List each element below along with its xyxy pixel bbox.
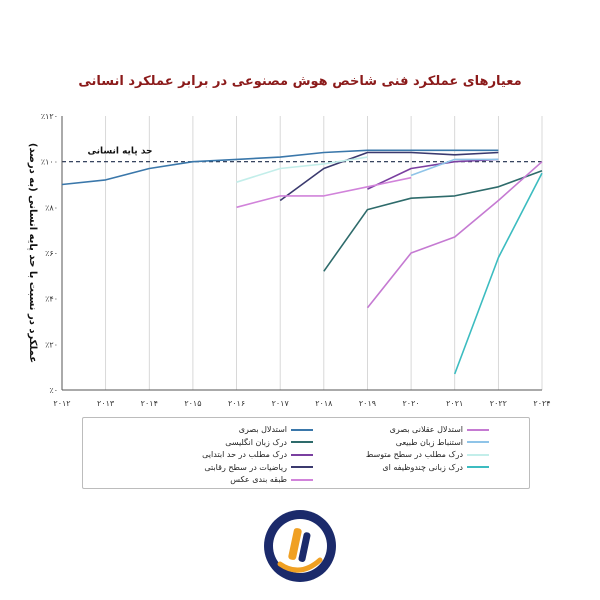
legend-item: طبقه بندی عکس: [202, 474, 313, 485]
legend-label: ریاضیات در سطح رقابتی: [204, 462, 287, 472]
y-tick-label: ٪۱۰۰: [41, 158, 58, 167]
legend-label: درک زبانی چندوظیفه ای: [382, 462, 463, 472]
x-tick-label: ۲۰۲۱: [446, 399, 463, 408]
gridlines: [61, 116, 543, 390]
legend-swatch: [291, 428, 313, 431]
legend-column-right: استدلال بصری درک زبان انگلیسی درک مطلب در …: [202, 424, 313, 487]
human-baseline-label: حد پایه انسانی: [87, 147, 152, 157]
legend-swatch: [467, 441, 489, 443]
x-tick-label: ۲۰۱۶: [228, 399, 245, 408]
legend-swatch: [467, 466, 489, 468]
legend-label: استدلال عقلانی بصری: [389, 425, 463, 434]
legend-label: درک مطلب در حد ابتدایی: [202, 450, 287, 459]
legend-label: استدلال بصری: [238, 425, 287, 434]
legend-item: درک زبان انگلیسی: [202, 437, 313, 448]
legend-item: استدلال بصری: [202, 424, 313, 435]
series-line: [367, 158, 499, 190]
x-tick-label: ۲۰۲۰: [402, 399, 419, 408]
series-lines: [61, 149, 543, 375]
legend-swatch: [291, 478, 313, 481]
series-line: [323, 170, 543, 272]
legend-label: استنباط زبان طبیعی: [395, 437, 463, 447]
legend-swatch: [291, 466, 313, 468]
legend-swatch: [467, 428, 489, 431]
y-tick-label: ٪۴۰: [45, 295, 58, 304]
series-line: [236, 156, 368, 183]
legend-swatch: [467, 453, 489, 456]
x-tick-label: ۲۰۱۴: [141, 399, 158, 408]
legend-column-left: استدلال عقلانی بصری استنباط زبان طبیعی درک…: [366, 424, 489, 474]
y-tick-label: ٪۶۰: [45, 249, 58, 258]
legend-swatch: [291, 441, 313, 443]
legend-item: درک مطلب در سطح متوسط: [366, 449, 489, 460]
x-tick-label: ۲۰۱۵: [184, 399, 201, 408]
y-tick-label: ٪۱۲۰: [41, 112, 58, 121]
x-tick-label: ۲۰۱۷: [272, 399, 290, 408]
series-line: [279, 151, 499, 202]
legend-item: درک مطلب در حد ابتدایی: [202, 449, 313, 460]
legend-label: درک مطلب در سطح متوسط: [365, 450, 463, 459]
legend-item: ریاضیات در سطح رقابتی: [202, 462, 313, 473]
x-tick-label: ۲۰۱۸: [315, 399, 333, 408]
chart-title: معیارهای عملکرد فنی شاخص هوش مصنوعی در ب…: [78, 74, 522, 89]
axes: ۲۰۱۲ ۲۰۱۳ ۲۰۱۴ ۲۰۱۵ ۲۰۱۶ ۲۰۱۷ ۲۰۱۸ ۲۰۱۹ ۲۰۲۰ ۲۰۲۱…: [41, 112, 551, 408]
legend-item: درک زبانی چندوظیفه ای: [366, 462, 489, 473]
x-tick-label: ۲۰۱۹: [359, 399, 376, 408]
brand-logo: [264, 510, 336, 582]
series-line: [61, 149, 499, 186]
y-tick-label: ٪۸۰: [45, 203, 58, 212]
y-axis-label: عملکرد در نسبت با حد پایه انسانی (به درص…: [27, 143, 38, 363]
series-line: [236, 176, 412, 209]
y-tick-label: ٪۲۰: [45, 340, 58, 349]
series-line: [366, 161, 543, 309]
x-tick-label: ۲۰۱۲: [53, 399, 70, 408]
series-line: [410, 158, 499, 177]
legend-swatch: [291, 453, 313, 456]
legend: استدلال بصری درک زبان انگلیسی درک مطلب در …: [82, 417, 530, 489]
x-tick-label: ۲۰۲۲: [490, 399, 507, 408]
series-line: [453, 172, 543, 375]
legend-label: طبقه بندی عکس: [230, 475, 287, 484]
x-tick-label: ۲۰۱۳: [97, 399, 115, 408]
y-tick-label: ٪۰: [49, 386, 58, 395]
legend-item: استدلال عقلانی بصری: [366, 424, 489, 435]
x-tick-label: ۲۰۲۴: [533, 399, 550, 408]
legend-label: درک زبان انگلیسی: [225, 437, 287, 447]
legend-item: استنباط زبان طبیعی: [366, 437, 489, 448]
